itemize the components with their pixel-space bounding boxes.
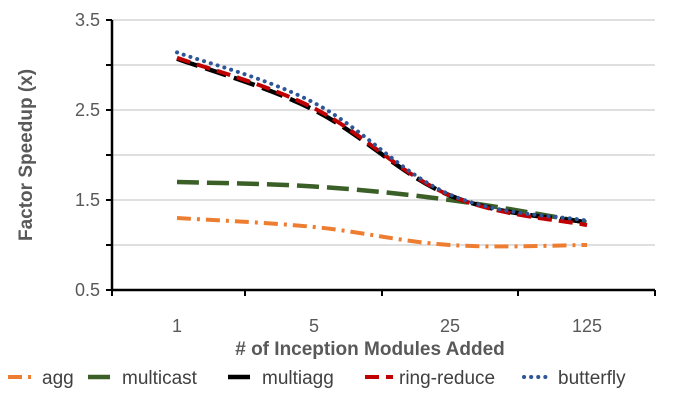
legend-label-agg: agg xyxy=(42,368,74,389)
legend-label-butterfly: butterfly xyxy=(558,368,626,389)
x-tick-label: 125 xyxy=(572,316,602,336)
legend-label-ring-reduce: ring-reduce xyxy=(399,368,495,389)
series-line-agg xyxy=(176,216,588,249)
series-lines xyxy=(175,50,589,249)
legend-label-multicast: multicast xyxy=(122,368,198,389)
y-tick-label: 0.5 xyxy=(75,280,100,300)
y-tick-label: 1.5 xyxy=(75,190,100,210)
x-tick-label: 25 xyxy=(440,316,460,336)
y-axis-title: Factor Speedup (x) xyxy=(16,69,37,241)
x-axis-title: # of Inception Modules Added xyxy=(235,339,505,360)
legend-label-multiagg: multiagg xyxy=(262,368,334,389)
series-line-ring-reduce xyxy=(176,55,588,228)
legend: agg multicast multiagg ring-reduce butterfly xyxy=(8,368,626,389)
series-line-multiagg xyxy=(176,56,588,225)
tick-labels: 0.5 1.5 2.5 3.5 1 5 25 125 xyxy=(75,10,602,336)
axes xyxy=(106,19,656,296)
y-tick-label: 2.5 xyxy=(75,100,100,120)
x-tick-label: 1 xyxy=(172,316,182,336)
x-tick-label: 5 xyxy=(309,316,319,336)
y-tick-label: 3.5 xyxy=(75,10,100,30)
